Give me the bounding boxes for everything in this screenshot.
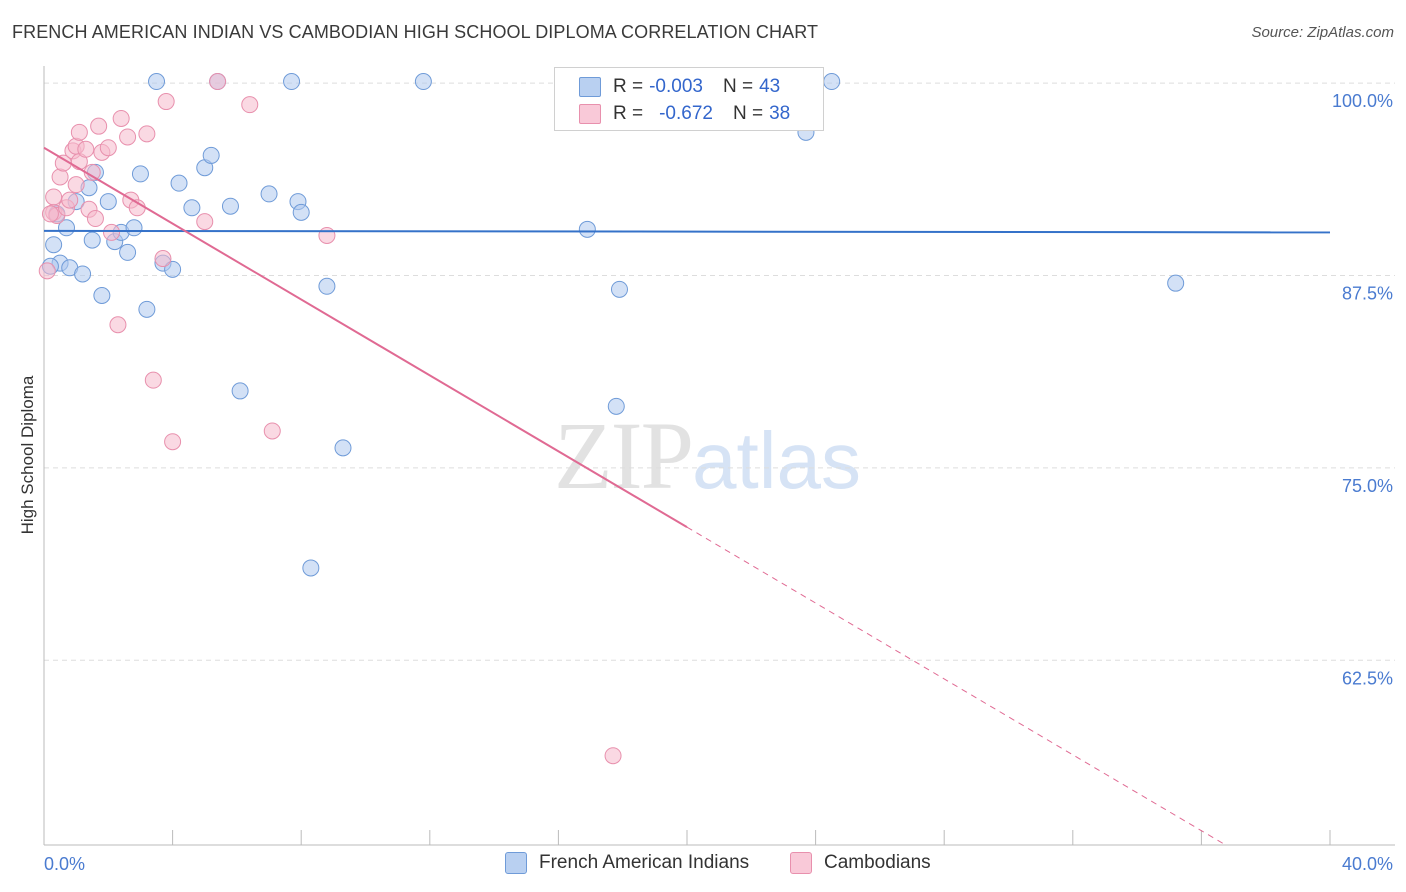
blue-data-point (607, 397, 625, 415)
blue-data-point (170, 174, 188, 192)
pink-data-point (164, 433, 182, 451)
series-legend: French American Indians Cambodians (0, 852, 1406, 878)
pink-data-point (138, 125, 156, 143)
blue-data-point (283, 73, 301, 91)
legend-swatch-blue (579, 77, 601, 97)
watermark: ZIPatlas (554, 400, 861, 511)
pink-data-point (51, 168, 69, 186)
pink-data-point (604, 747, 622, 765)
correlation-legend: R = -0.003 N = 43 R = -0.672 N = 38 (554, 67, 824, 131)
pink-data-point (196, 213, 214, 231)
pink-data-point (61, 191, 79, 209)
blue-data-point (131, 165, 149, 183)
series-swatch-blue (505, 852, 527, 874)
legend-r-label: R = (613, 76, 644, 97)
blue-data-point (292, 203, 310, 221)
blue-data-point (45, 236, 63, 254)
x-tick-label: 0.0% (44, 854, 85, 874)
series-swatch-pink (790, 852, 812, 874)
blue-data-point (74, 265, 92, 283)
pink-trend-line (43, 146, 688, 529)
pink-data-point (67, 176, 85, 194)
y-tick-label: 87.5% (1342, 283, 1393, 303)
pink-data-point (90, 117, 108, 135)
y-tick-label: 100.0% (1332, 91, 1393, 111)
legend-row-blue: R = -0.003 N = 43 (579, 74, 780, 100)
pink-data-point (38, 262, 56, 280)
blue-data-point (93, 287, 111, 304)
blue-data-point (125, 219, 143, 237)
pink-data-point (119, 128, 137, 146)
series-legend-blue: French American Indians (505, 852, 749, 874)
blue-data-point (260, 185, 278, 203)
series-legend-pink: Cambodians (790, 852, 931, 874)
pink-data-point (99, 139, 117, 157)
pink-data-point (77, 140, 95, 158)
blue-data-point (578, 220, 596, 238)
blue-data-point (334, 439, 352, 457)
blue-data-point (183, 199, 201, 217)
pink-data-point (144, 371, 162, 389)
pink-data-point (318, 226, 336, 244)
y-tick-label: 75.0% (1342, 476, 1393, 496)
blue-data-point (148, 73, 166, 91)
legend-r-value-pink: -0.672 (659, 103, 713, 124)
series-label-pink: Cambodians (824, 852, 931, 873)
legend-r-label: R = (613, 103, 644, 124)
legend-row-pink: R = -0.672 N = 38 (579, 101, 790, 127)
blue-data-point (231, 382, 249, 400)
pink-data-point (103, 223, 121, 241)
pink-data-point (86, 210, 104, 228)
legend-swatch-pink (579, 104, 601, 124)
pink-trend-extension (686, 526, 1226, 846)
pink-data-point (157, 93, 175, 111)
legend-n-value-blue: 43 (759, 76, 781, 97)
legend-n-value-pink: 38 (769, 103, 791, 124)
legend-n-label: N = (732, 103, 764, 124)
pink-data-point (109, 316, 127, 334)
y-tick-label: 62.5% (1342, 668, 1393, 688)
blue-data-point (164, 260, 182, 278)
blue-data-point (83, 231, 101, 249)
blue-data-point (202, 146, 220, 164)
blue-trend-line (43, 229, 1331, 234)
pink-data-point (112, 109, 130, 127)
legend-n-label: N = (722, 76, 754, 97)
blue-data-point (823, 73, 841, 91)
pink-data-point (263, 422, 281, 440)
blue-data-point (414, 73, 432, 91)
legend-r-value-blue: -0.003 (649, 76, 703, 97)
pink-data-point (45, 188, 63, 206)
pink-data-point (209, 73, 227, 91)
watermark-zip: ZIP (554, 402, 694, 509)
pink-data-point (154, 250, 172, 268)
blue-data-point (99, 193, 117, 211)
blue-data-point (302, 559, 320, 577)
blue-data-point (1167, 274, 1185, 292)
chart-title: FRENCH AMERICAN INDIAN VS CAMBODIAN HIGH… (12, 22, 819, 42)
series-label-blue: French American Indians (539, 852, 750, 873)
blue-data-point (318, 277, 336, 295)
source-label: Source: ZipAtlas.com (1251, 24, 1394, 41)
watermark-atlas: atlas (692, 416, 861, 505)
pink-data-point (41, 205, 59, 223)
pink-data-point (70, 123, 88, 141)
blue-data-point (610, 280, 628, 298)
pink-data-point (241, 96, 259, 114)
blue-data-point (221, 197, 239, 215)
blue-data-point (138, 300, 156, 318)
x-tick-label: 40.0% (1342, 854, 1393, 874)
blue-data-point (119, 243, 137, 261)
